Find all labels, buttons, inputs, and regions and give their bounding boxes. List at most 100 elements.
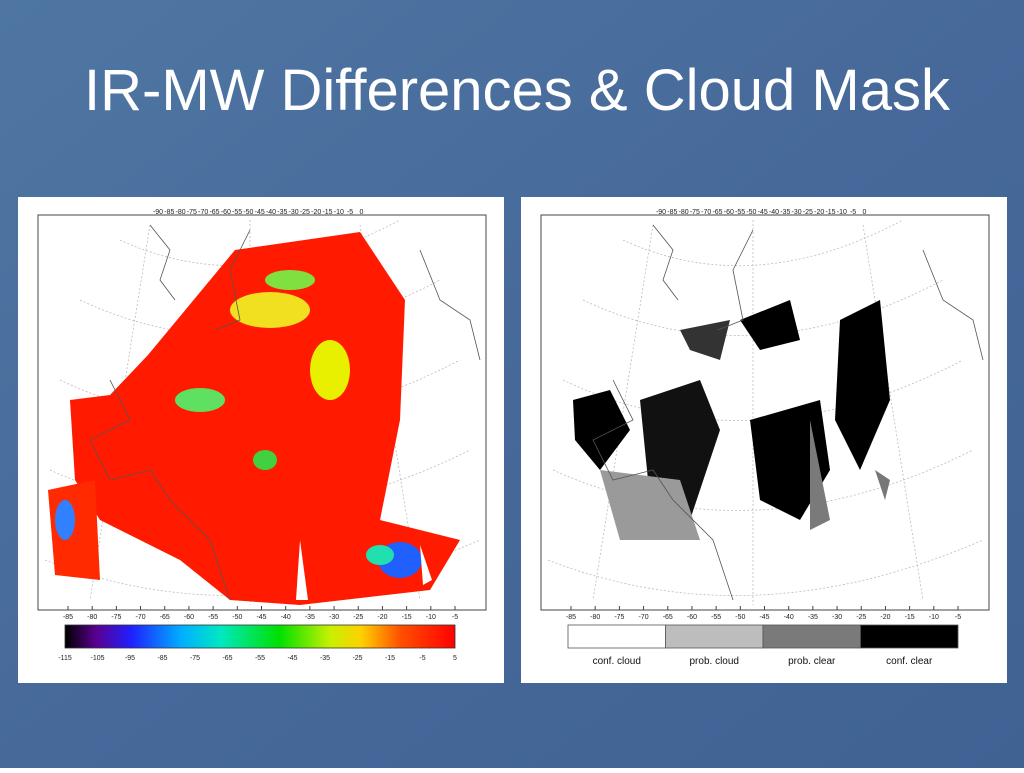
x-axis-label: -65 [663,614,673,621]
top-axis-label: -5 [347,209,353,216]
x-axis-label: -70 [639,614,649,621]
x-axis-label: -55 [208,614,218,621]
top-axis-label: -25 [300,209,310,216]
colorbar-label: -45 [287,655,297,662]
x-axis-label: -25 [856,614,866,621]
x-axis-label: -30 [329,614,339,621]
top-axis-label: 0 [862,209,866,216]
colorbar-label: -25 [352,655,362,662]
top-axis-label: -80 [679,209,689,216]
legend-label: prob. clear [788,656,836,667]
x-axis-label: -40 [281,614,291,621]
colorbar-label: -115 [58,655,72,662]
top-axis-label: -70 [701,209,711,216]
top-axis-label: -40 [769,209,779,216]
x-axis-label: -60 [184,614,194,621]
top-axis-label: -60 [221,209,231,216]
top-axis-label: -35 [277,209,287,216]
x-axis-label: -5 [955,614,961,621]
top-axis-label: -90 [656,209,666,216]
top-axis-label: -35 [780,209,790,216]
x-axis-label: -35 [305,614,315,621]
x-axis-label: -10 [929,614,939,621]
x-axis-label: -60 [687,614,697,621]
top-axis-label: -60 [724,209,734,216]
top-axis-label: -65 [209,209,219,216]
top-axis-label: -15 [825,209,835,216]
colorbar-label: -15 [385,655,395,662]
top-axis-label: -50 [746,209,756,216]
legend-swatch [762,624,861,649]
top-axis-label: -25 [803,209,813,216]
map-features [55,270,432,600]
top-axis-label: -75 [690,209,700,216]
x-axis-label: -20 [377,614,387,621]
top-axis-label: -75 [187,209,197,216]
x-axis-label: -65 [160,614,170,621]
top-axis-label: -50 [243,209,253,216]
top-axis-label: -20 [311,209,321,216]
x-axis-label: -45 [256,614,266,621]
colorbar-label: -5 [419,655,425,662]
colorbar-label: -55 [255,655,265,662]
legend-swatch [665,624,764,649]
legend-label: conf. clear [886,656,933,667]
top-axis-label: -45 [255,209,265,216]
top-axis-label: 0 [359,209,363,216]
map-features [573,300,890,540]
legend-swatch [567,624,666,649]
x-axis-label: -25 [353,614,363,621]
slide-title: IR-MW Differences & Cloud Mask [84,58,951,123]
colorbar-label: -85 [157,655,167,662]
top-axis-label: -55 [735,209,745,216]
top-axis-label: -85 [164,209,174,216]
top-axis-label: -15 [322,209,332,216]
x-axis-label: -50 [232,614,242,621]
top-axis-label: -30 [289,209,299,216]
x-axis-label: -45 [759,614,769,621]
legend-label: prob. cloud [690,656,739,667]
top-axis-label: -70 [198,209,208,216]
x-axis-label: -15 [905,614,915,621]
top-axis-label: -20 [814,209,824,216]
x-axis-label: -85 [566,614,576,621]
x-axis-label: -5 [452,614,458,621]
colorbar-label: -105 [90,655,104,662]
top-axis-label: -55 [232,209,242,216]
x-axis-label: -75 [614,614,624,621]
coastline [592,224,984,601]
coastline [89,224,481,601]
x-axis-label: -85 [63,614,73,621]
x-axis-label: -50 [735,614,745,621]
top-axis-label: -5 [850,209,856,216]
top-axis-label: -85 [667,209,677,216]
x-axis-label: -30 [832,614,842,621]
x-axis-label: -40 [784,614,794,621]
x-axis-label: -35 [808,614,818,621]
x-axis-label: -20 [880,614,890,621]
top-axis-label: -65 [712,209,722,216]
x-axis-label: -80 [87,614,97,621]
x-axis-label: -70 [136,614,146,621]
x-axis-label: -10 [426,614,436,621]
top-axis-label: -10 [334,209,344,216]
legend-label: conf. cloud [593,656,641,667]
colorbar-label: -95 [125,655,135,662]
top-axis-label: -10 [837,209,847,216]
x-axis-label: -80 [590,614,600,621]
x-axis-label: -75 [111,614,121,621]
map-data [48,480,100,580]
colorbar-label: -75 [190,655,200,662]
colorbar-label: -65 [222,655,232,662]
legend-swatch [860,624,959,649]
colorbar [64,624,456,649]
top-axis-label: -90 [153,209,163,216]
map-data [70,232,460,605]
top-axis-label: -30 [792,209,802,216]
colorbar-label: 5 [453,655,457,662]
x-axis-label: -15 [402,614,412,621]
top-axis-label: -45 [758,209,768,216]
x-axis-label: -55 [711,614,721,621]
